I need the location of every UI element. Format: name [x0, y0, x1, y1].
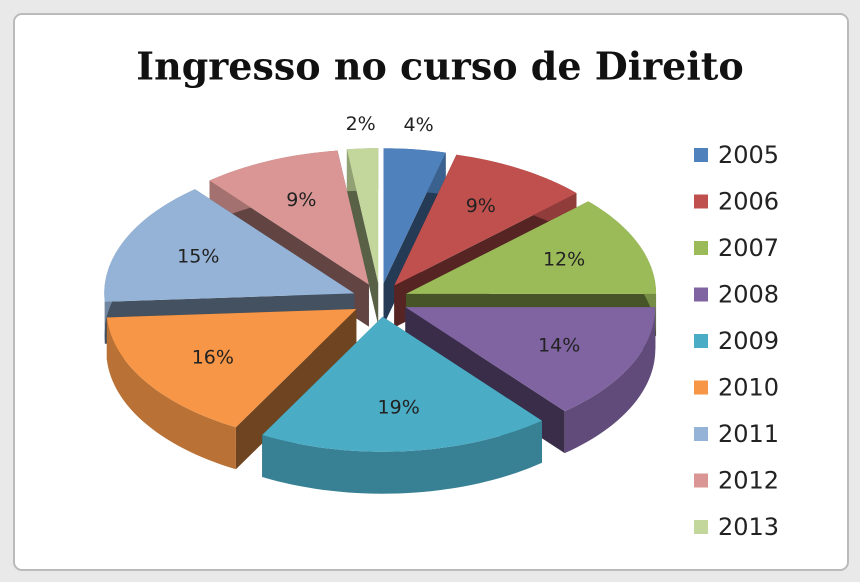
slice-top: [262, 316, 542, 452]
data-label: 19%: [378, 397, 420, 419]
legend-label: 2012: [718, 467, 779, 495]
chart-title: Ingresso no curso de Direito: [136, 44, 743, 89]
slice-top: [383, 148, 446, 284]
legend-label: 2013: [718, 513, 779, 541]
slice: [262, 316, 542, 494]
legend-swatch: [694, 427, 708, 441]
legend-label: 2006: [718, 188, 779, 216]
legend-swatch: [694, 148, 708, 162]
legend-label: 2005: [718, 141, 779, 169]
data-label: 12%: [543, 249, 585, 271]
legend-swatch: [694, 287, 708, 302]
slice-side: [346, 149, 379, 326]
legend-swatch: [694, 520, 708, 534]
legend-label: 2009: [718, 327, 779, 355]
legend-swatch: [694, 241, 708, 255]
slice-top: [346, 148, 379, 284]
legend-swatch: [694, 334, 708, 348]
legend-label: 2010: [718, 374, 779, 402]
slice-top: [209, 150, 369, 285]
slice-top: [104, 189, 355, 302]
slice-top: [405, 307, 656, 412]
data-label: 16%: [192, 347, 234, 369]
legend-label: 2007: [718, 234, 779, 262]
slice-top: [106, 309, 357, 428]
data-label: 4%: [404, 114, 434, 136]
legend-swatch: [694, 194, 708, 209]
legend-label: 2011: [718, 420, 779, 448]
slice-wall: [262, 420, 542, 494]
data-label: 9%: [466, 195, 496, 217]
data-label: 15%: [177, 245, 219, 267]
slice-top: [406, 201, 657, 294]
data-label: 9%: [286, 189, 316, 211]
slice-top: [394, 154, 577, 286]
slice-wall: [564, 307, 656, 454]
slice: [346, 148, 379, 326]
slice: [106, 309, 357, 470]
legend-swatch: [694, 380, 708, 395]
legend-label: 2008: [718, 281, 779, 309]
slice-wall: [106, 317, 236, 470]
legend-swatch: [694, 473, 708, 488]
data-label: 2%: [346, 113, 376, 135]
data-label: 14%: [538, 335, 580, 357]
